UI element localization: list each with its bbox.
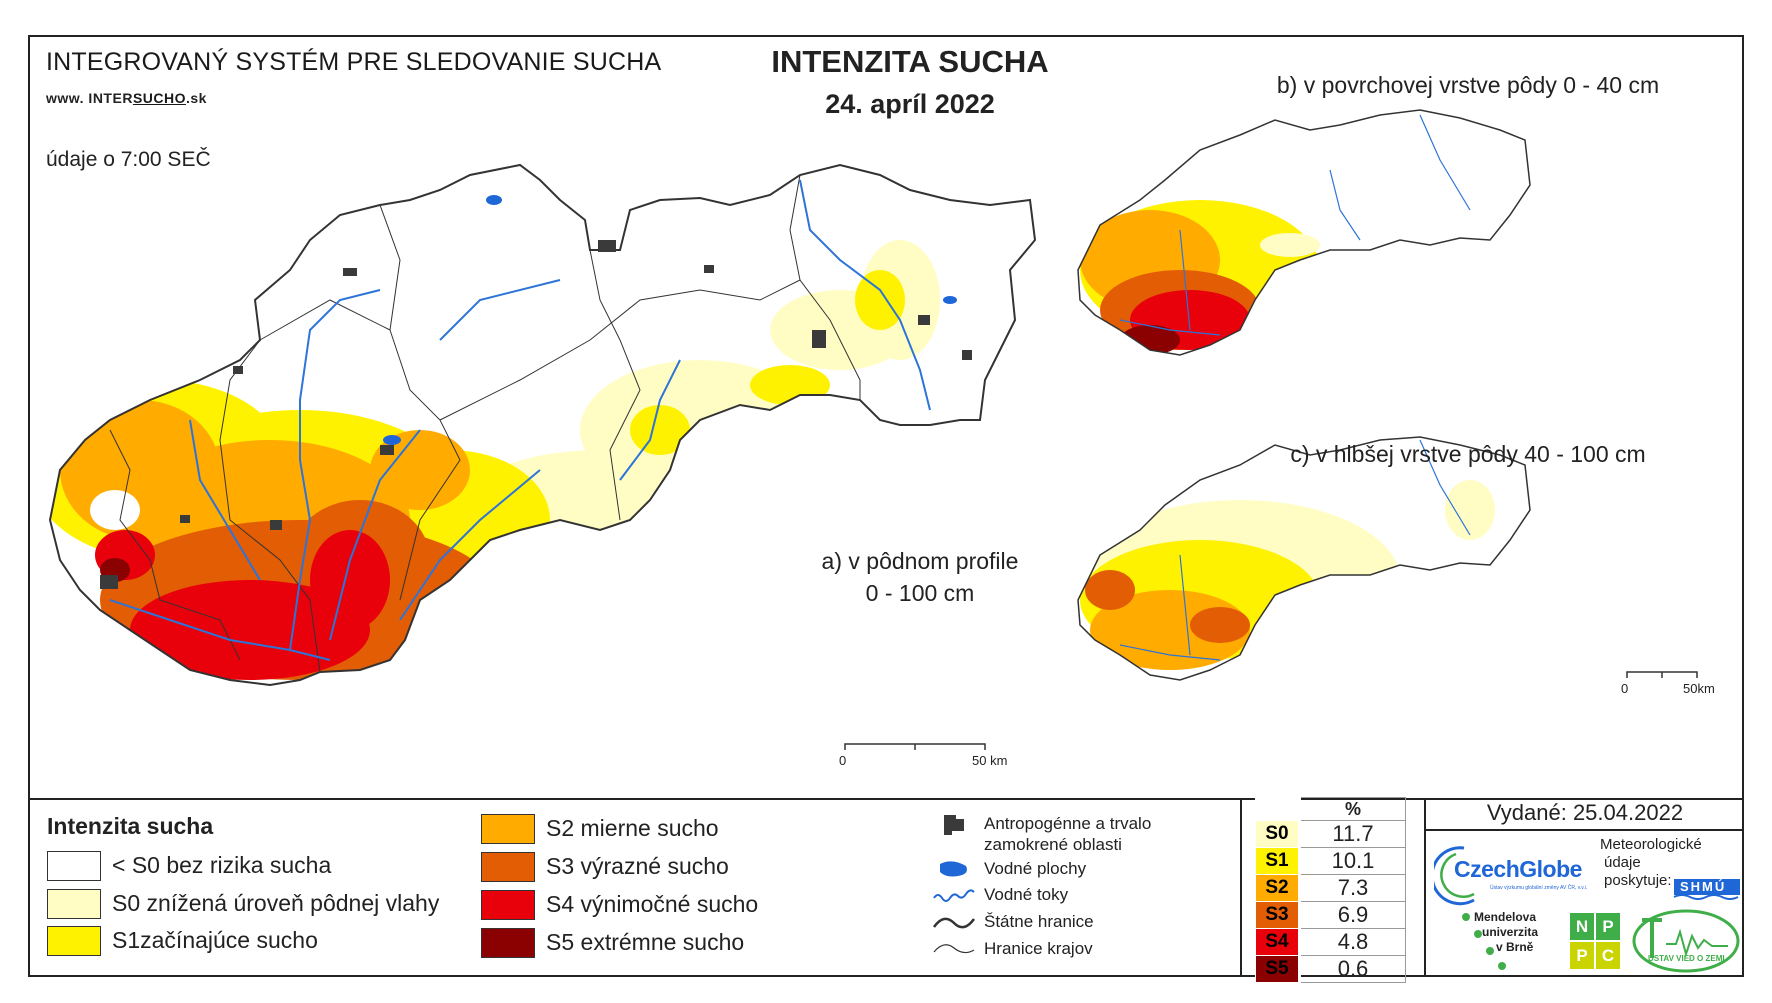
issued-date: Vydané: 25.04.2022 [1486,800,1684,825]
main-scale-end: 50 km [972,753,1008,768]
urban-area-icon [944,815,964,835]
map-b-label: b) v povrchovej vrstve pôdy 0 - 40 cm [1276,72,1660,98]
swatch-s0 [47,889,101,919]
page-date: 24. apríl 2022 [825,89,995,119]
swatch-s3 [481,852,535,882]
main-drought-map [49,109,1698,750]
meteo-provider: Meteorologické údaje poskytuje: [1600,836,1702,889]
small-scale-bar [1626,671,1698,678]
czechglobe-logo: CzechGlobe Ústav výzkumu globální změny … [1430,840,1598,906]
water-body-icon [940,861,967,877]
legend-title: Intenzita sucha [47,813,214,839]
map-a-label: a) v pôdnom profile 0 - 100 cm [821,548,1019,606]
swatch-s2 [481,814,535,844]
nppc-logo: N P P C [1570,913,1620,971]
website-link[interactable]: www. INTERSUCHO.sk [46,90,207,106]
river-icon [933,889,975,902]
page-title: INTENZITA SUCHA [771,44,1049,79]
legend-panel [28,798,1744,977]
state-border-icon [932,917,976,929]
legend-divider [1424,798,1426,977]
percent-header: % [1299,797,1406,821]
mendelu-logo: Mendelova univerzita v Brně [1460,910,1570,972]
percent-row-s3: S3 6.9 [1255,901,1406,929]
main-scale-start: 0 [839,753,847,768]
percent-row-s2: S2 7.3 [1255,874,1406,902]
swatch-s4 [481,890,535,920]
swatch-s1 [47,926,101,956]
system-title: INTEGROVANÝ SYSTÉM PRE SLEDOVANIE SUCHA [46,48,662,76]
percent-row-s5: S5 0.6 [1255,955,1406,983]
legend-divider [1426,829,1744,831]
uvz-logo: ÚSTAV VIED O ZEMI [1632,908,1740,974]
swatch-none [47,851,101,881]
shmu-logo: SHMÚ [1672,873,1744,901]
data-time-note: údaje o 7:00 SEČ [46,148,211,171]
small-scale-start: 0 [1621,681,1629,696]
region-border-icon [933,944,975,954]
percent-table: % S0 11.7 S1 10.1 S2 7.3 S3 6.9 S4 4.8 S… [1255,797,1406,983]
percent-row-s1: S1 10.1 [1255,847,1406,875]
map-c-label: c) v hlbšej vrstve pôdy 40 - 100 cm [1290,441,1646,467]
percent-row-s4: S4 4.8 [1255,928,1406,956]
percent-row-s0: S0 11.7 [1255,820,1406,848]
legend-divider [1240,798,1242,977]
small-scale-end: 50km [1683,681,1715,696]
main-scale-bar [844,743,986,750]
swatch-s5 [481,928,535,958]
